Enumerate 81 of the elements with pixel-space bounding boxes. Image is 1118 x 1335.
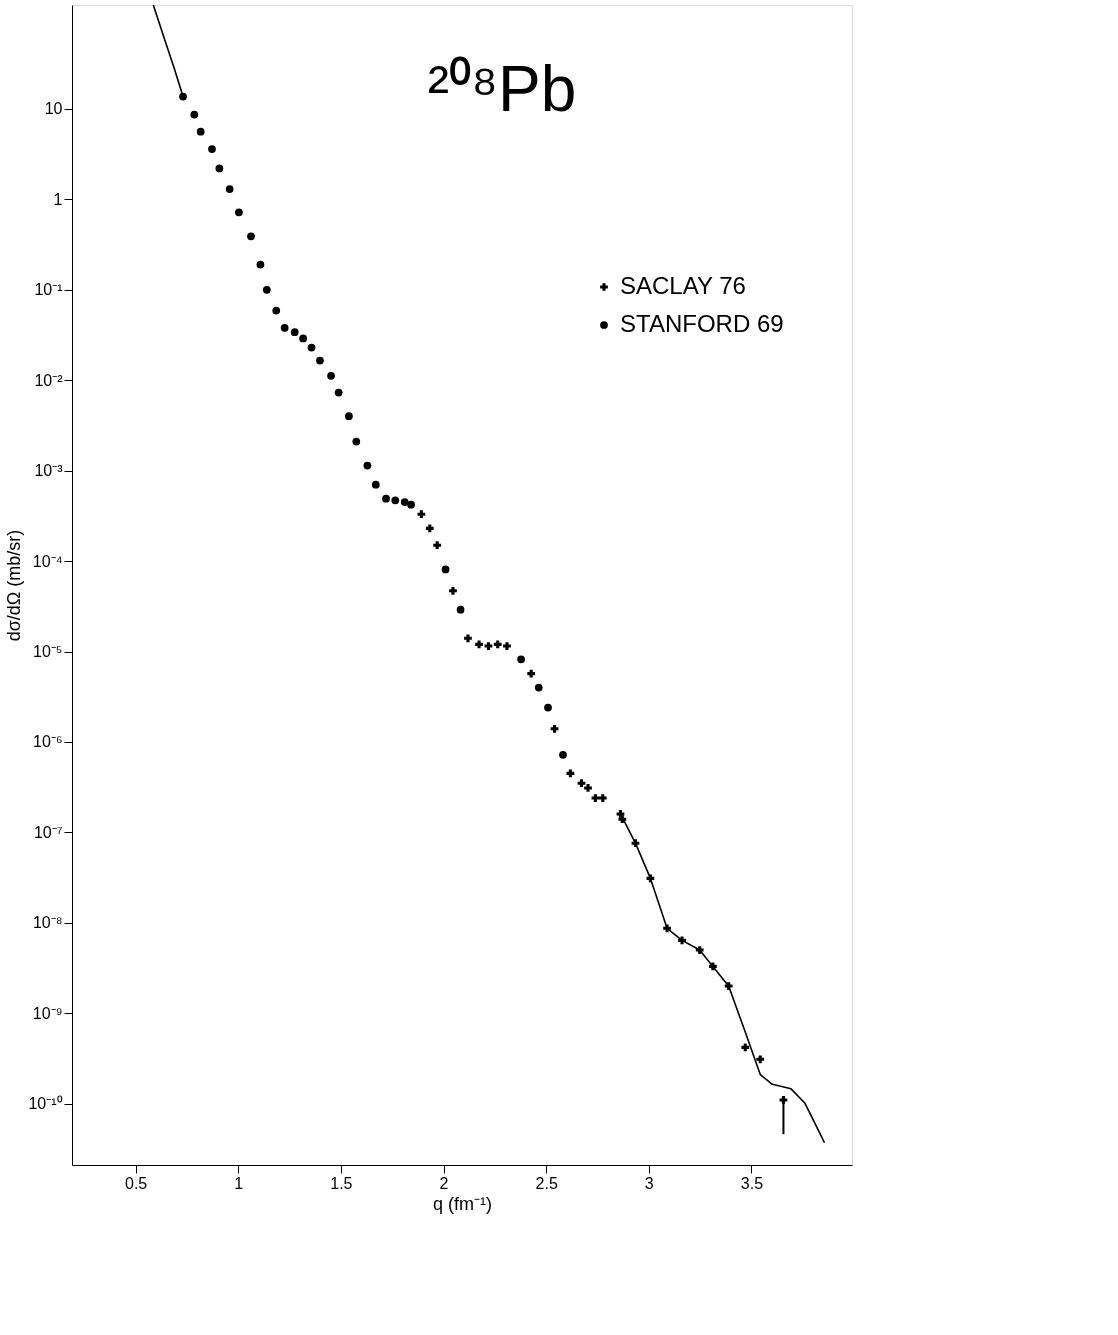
point: [433, 541, 442, 550]
x-axis-title: q (fm⁻¹): [433, 1193, 492, 1214]
point: [382, 494, 390, 503]
point: [577, 779, 586, 788]
point: [695, 946, 704, 954]
point: [566, 769, 575, 778]
y-tick-label: 10⁻⁶: [33, 733, 63, 751]
point: [400, 498, 409, 506]
point: [493, 640, 502, 649]
x-tick-label: 3: [644, 1174, 654, 1192]
point: [391, 496, 400, 505]
point: [456, 605, 465, 614]
point: [484, 642, 493, 650]
text: ²⁰⁸Pb: [427, 53, 577, 125]
y-tick-label: 1: [53, 190, 63, 208]
point: [724, 982, 733, 990]
y-tick-label: 10⁻⁸: [32, 914, 63, 932]
point: [618, 815, 627, 824]
point: [327, 371, 335, 380]
point: [352, 437, 361, 446]
point: [544, 703, 552, 712]
point: [756, 1055, 765, 1064]
point: [179, 92, 187, 101]
x-tick-label: 1.5: [330, 1174, 353, 1192]
point: [534, 683, 543, 692]
y-tick-label: 10⁻³: [34, 462, 64, 480]
point: [678, 936, 686, 945]
point: [741, 1043, 750, 1052]
y-tick-label: 10⁻²: [34, 371, 64, 389]
point: [527, 669, 536, 678]
point: [425, 524, 434, 533]
point: [591, 794, 600, 802]
y-tick-label: 10⁻⁴: [32, 552, 63, 570]
point: [449, 586, 457, 595]
point: [215, 164, 224, 173]
y-tick-label: 10⁻⁵: [33, 643, 63, 661]
point: [464, 634, 472, 643]
x-tick-label: 2.5: [535, 1174, 558, 1192]
point: [247, 232, 255, 241]
y-tick-label: 10: [44, 100, 63, 118]
x-tick-label: 3.5: [740, 1174, 764, 1192]
point: [441, 565, 450, 574]
point: [584, 784, 592, 792]
point: [235, 208, 243, 217]
x-tick-label: 0.5: [125, 1174, 148, 1192]
point: [196, 127, 205, 136]
point: [225, 185, 234, 193]
y-tick-label: 10⁻¹: [34, 281, 63, 299]
y-tick-label: 10⁻⁷: [33, 823, 63, 841]
legend-label: STANFORD 69: [620, 310, 784, 337]
point: [598, 794, 607, 802]
point: [280, 323, 289, 332]
point: [363, 461, 372, 470]
point: [517, 655, 525, 664]
point: [550, 724, 559, 733]
point: [559, 751, 567, 759]
point: [631, 839, 640, 848]
point: [475, 640, 483, 649]
point: [208, 145, 216, 153]
point: [272, 306, 281, 315]
point: [307, 343, 316, 352]
point: [290, 328, 299, 337]
point: [417, 510, 426, 519]
x-tick-label: 1: [234, 1174, 244, 1192]
point: [334, 388, 343, 397]
point: [316, 356, 324, 365]
y-tick-label: 10⁻¹⁰: [28, 1095, 63, 1113]
y-axis-title: dσ/dΩ (mb/sr): [4, 529, 25, 642]
x-tick-label: 2: [439, 1174, 449, 1192]
point: [256, 260, 265, 269]
point: [663, 924, 671, 933]
legend-label: SACLAY 76: [620, 272, 746, 299]
point: [708, 962, 717, 971]
point: [503, 642, 511, 650]
y-tick-label: 10⁻⁹: [32, 1004, 63, 1022]
point: [299, 334, 307, 343]
point: [407, 500, 415, 509]
point: [371, 480, 380, 489]
point: [345, 412, 353, 421]
point: [262, 285, 271, 294]
point: [190, 110, 199, 119]
